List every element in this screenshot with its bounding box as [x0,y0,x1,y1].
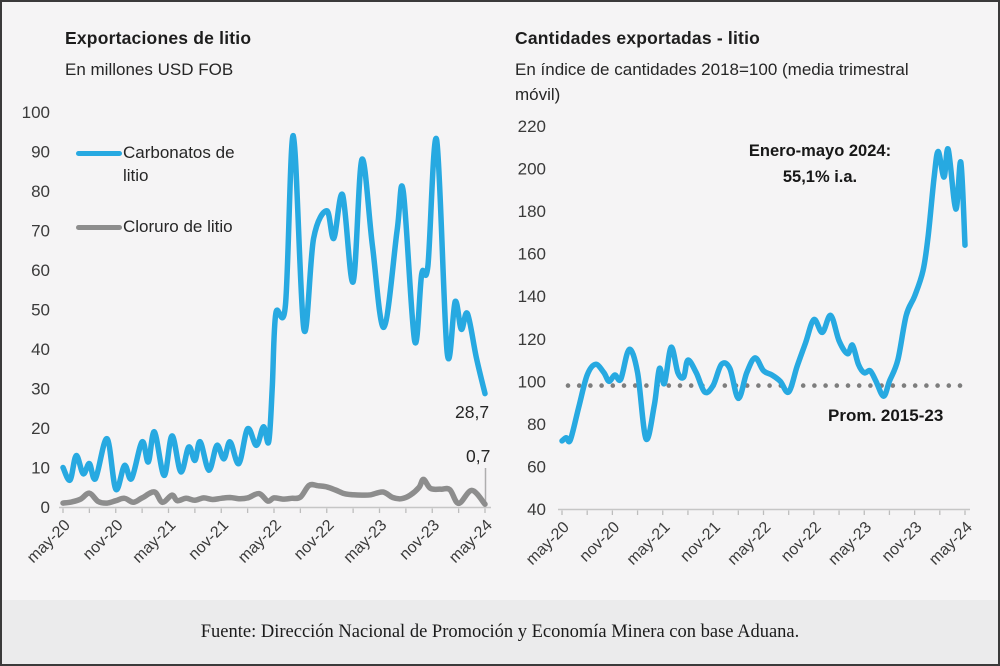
right-chart-title: Cantidades exportadas - litio [515,28,761,48]
y-tick-label: 60 [31,261,50,280]
y-tick-label: 100 [518,372,546,391]
series-line-indice-de-cantidades-exportadas [559,146,968,445]
source-text: Fuente: Dirección Nacional de Promoción … [200,621,800,642]
x-tick-label: nov-21 [677,519,724,566]
legend-label-cloruro: Cloruro de litio [123,216,233,236]
carbonatos-end-value-label: 28,7 [455,402,490,422]
x-tick-label: nov-22 [778,519,825,566]
left-chart-title: Exportaciones de litio [65,28,252,48]
annotation-enero-line2: 55,1% i.a. [782,167,858,186]
series-line-cloruro-de-litio [60,476,488,507]
right-chart-subtitle-line1: En índice de cantidades 2018=100 (media … [515,60,909,79]
y-tick-label: 60 [527,457,546,476]
cloruro-line-swatch [76,224,122,230]
y-tick-label: 200 [518,160,546,179]
y-tick-label: 120 [518,330,546,349]
y-tick-label: 40 [31,340,50,359]
legend-label-carbonatos: Carbonatos de litio [123,143,235,185]
x-tick-label: may-23 [825,519,875,569]
carbonatos-line-swatch [76,151,122,156]
prom-2015-23-dotted-line [565,383,963,388]
average-line-label: Prom. 2015-23 [828,406,944,425]
right-chart-header: Cantidades exportadas - litio En índice … [515,28,977,107]
right-chart-subtitle-line2: móvil) [515,84,561,104]
x-tick-label: may-20 [24,517,74,567]
x-tick-label: may-21 [624,519,674,569]
x-tick-label: nov-20 [80,517,127,564]
y-tick-label: 40 [527,500,546,519]
right-chart-subtitle: En índice de cantidades 2018=100 (media … [515,58,977,107]
x-tick-label: may-24 [446,517,496,567]
left-chart-header: Exportaciones de litio En millones USD F… [65,28,485,83]
source-footer: Fuente: Dirección Nacional de Promoción … [2,600,998,664]
annotation-enero-mayo-2024: Enero-mayo 2024: 55,1% i.a. [735,139,905,190]
cloruro-end-value-label: 0,7 [466,446,491,466]
y-tick-label: 220 [518,117,546,136]
y-tick-label: 100 [22,103,50,122]
y-tick-label: 160 [518,245,546,264]
y-tick-label: 180 [518,202,546,221]
annotation-enero-line1: Enero-mayo 2024: [748,142,892,160]
y-tick-label: 0 [41,498,50,517]
x-tick-label: may-22 [235,517,285,567]
x-tick-label: nov-21 [185,517,232,564]
x-tick-label: nov-20 [577,519,624,566]
left-chart-subtitle: En millones USD FOB [65,60,234,79]
x-tick-label: may-21 [130,517,180,567]
x-tick-label: may-20 [523,519,573,569]
y-tick-label: 90 [31,143,50,162]
y-tick-label: 80 [527,415,546,434]
y-tick-label: 10 [31,459,50,478]
x-tick-label: nov-23 [396,517,443,564]
legend-item-cloruro: Cloruro de litio [76,216,276,239]
legend-item-carbonatos: Carbonatos de litio [76,142,276,188]
y-tick-label: 140 [518,287,546,306]
y-tick-label: 20 [31,419,50,438]
y-tick-label: 70 [31,222,50,241]
x-tick-label: nov-22 [291,517,338,564]
y-tick-label: 80 [31,182,50,201]
y-tick-label: 50 [31,301,50,320]
x-tick-label: may-24 [926,519,976,569]
x-tick-label: may-23 [341,517,391,567]
y-tick-label: 30 [31,380,50,399]
x-tick-label: nov-23 [879,519,926,566]
x-tick-label: may-22 [725,519,775,569]
left-chart-legend: Carbonatos de litio Cloruro de litio [76,142,276,267]
